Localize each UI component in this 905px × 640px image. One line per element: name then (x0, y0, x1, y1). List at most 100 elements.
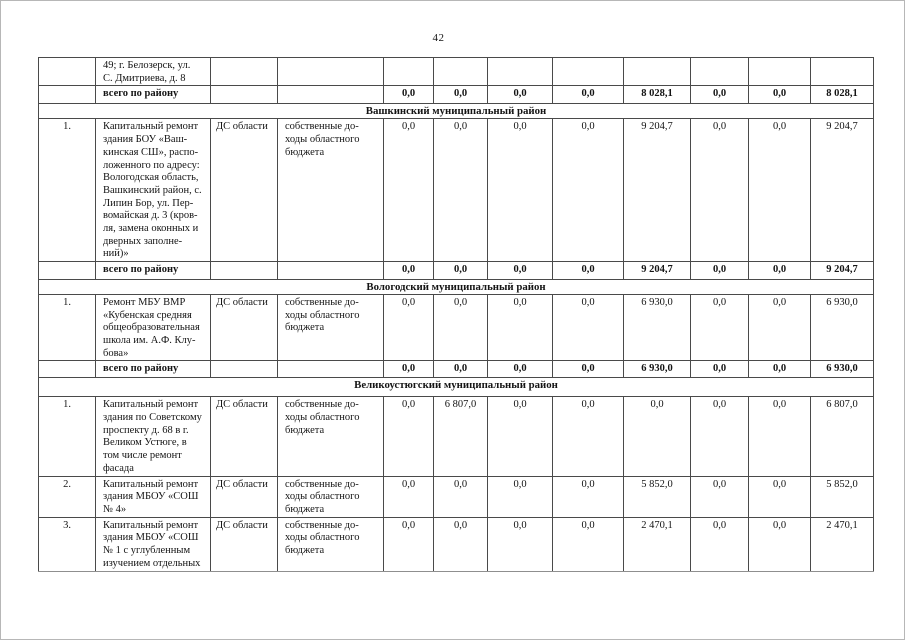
empty-cell (210, 360, 278, 379)
value-cell: 0,0 (487, 396, 553, 477)
value-cell: 0,0 (433, 516, 488, 572)
funding-source-text: собственные до- ходы областного бюджета (285, 399, 360, 436)
empty-cell (277, 261, 384, 281)
table-row-district-total: всего по району 0,0 0,0 0,0 0,0 9 204,7 … (38, 261, 874, 281)
department-cell: ДС области (210, 396, 278, 477)
empty-cell (210, 261, 278, 281)
section-title: Вашкинский муниципальный район (38, 103, 874, 120)
funding-source-cell: собственные до- ходы областного бюджета (277, 293, 384, 362)
value-cell: 0,0 (383, 396, 434, 477)
department-cell: ДС области (210, 475, 278, 518)
value-cell: 5 852,0 (810, 475, 874, 518)
description-text: Капитальный ремонт здания МБОУ «СОШ № 1 … (103, 519, 201, 569)
value-cell: 0,0 (433, 293, 488, 362)
page-number: 42 (432, 32, 445, 44)
carryover-address-text: 49; г. Белозерск, ул. С. Дмитриева, д. 8 (103, 60, 191, 84)
value-cell: 0,0 (690, 118, 749, 263)
value-cell: 0,0 (383, 118, 434, 263)
section-header-vashkinsky: Вашкинский муниципальный район (38, 103, 874, 120)
funding-source-cell: собственные до- ходы областного бюджета (277, 475, 384, 518)
funding-source-text: собственные до- ходы областного бюджета (285, 121, 360, 158)
value-cell: 0,0 (623, 396, 691, 477)
value-cell: 0,0 (748, 475, 811, 518)
description-text: Капитальный ремонт здания по Советскому … (103, 399, 202, 474)
table-body: 49; г. Белозерск, ул. С. Дмитриева, д. 8… (38, 56, 874, 572)
value-cell: 0,0 (487, 475, 553, 518)
table-row-item: 2. Капитальный ремонт здания МБОУ «СОШ №… (38, 475, 874, 518)
item-number-cell: 1. (38, 396, 96, 477)
value-cell: 0,0 (748, 396, 811, 477)
empty-cell (277, 360, 384, 379)
value-cell: 0,0 (748, 360, 811, 379)
empty-cell (277, 85, 384, 105)
value-cell: 0,0 (690, 261, 749, 281)
empty-cell (433, 56, 488, 87)
funding-source-cell: собственные до- ходы областного бюджета (277, 516, 384, 572)
funding-source-cell: собственные до- ходы областного бюджета (277, 396, 384, 477)
empty-cell (277, 56, 384, 87)
empty-cell (690, 56, 749, 87)
empty-cell (487, 56, 553, 87)
value-cell: 0,0 (552, 396, 624, 477)
value-cell: 0,0 (552, 261, 624, 281)
description-cell: Ремонт МБУ ВМР «Кубенская средняя общеоб… (95, 293, 211, 362)
value-cell: 0,0 (690, 516, 749, 572)
item-number-cell: 1. (38, 293, 96, 362)
empty-cell (210, 85, 278, 105)
item-number-cell: 2. (38, 475, 96, 518)
value-cell: 6 807,0 (433, 396, 488, 477)
description-cell: Капитальный ремонт здания БОУ «Ваш- кинс… (95, 118, 211, 263)
section-header-vologodsky: Вологодский муниципальный район (38, 279, 874, 295)
section-title: Великоустюгский муниципальный район (38, 377, 874, 398)
value-cell: 0,0 (383, 293, 434, 362)
value-cell: 8 028,1 (810, 85, 874, 105)
table-row-item: 1. Капитальный ремонт здания БОУ «Ваш- к… (38, 118, 874, 263)
value-cell: 6 930,0 (623, 360, 691, 379)
value-cell: 9 204,7 (810, 118, 874, 263)
value-cell: 2 470,1 (623, 516, 691, 572)
value-cell: 0,0 (487, 360, 553, 379)
table-row-item: 1. Капитальный ремонт здания по Советско… (38, 396, 874, 477)
empty-cell (210, 56, 278, 87)
value-cell: 0,0 (690, 475, 749, 518)
value-cell: 0,0 (487, 261, 553, 281)
table-row-district-total: всего по району 0,0 0,0 0,0 0,0 8 028,1 … (38, 85, 874, 105)
empty-cell (623, 56, 691, 87)
value-cell: 9 204,7 (810, 261, 874, 281)
funding-source-text: собственные до- ходы областного бюджета (285, 296, 360, 334)
empty-cell (552, 56, 624, 87)
value-cell: 0,0 (383, 360, 434, 379)
total-label-cell: всего по району (95, 360, 211, 379)
value-cell: 0,0 (748, 85, 811, 105)
value-cell: 0,0 (552, 516, 624, 572)
value-cell: 2 470,1 (810, 516, 874, 572)
value-cell: 0,0 (690, 360, 749, 379)
funding-source-cell: собственные до- ходы областного бюджета (277, 118, 384, 263)
description-text: Ремонт МБУ ВМР «Кубенская средняя общеоб… (103, 296, 200, 359)
empty-cell (38, 261, 96, 281)
item-number-cell: 3. (38, 516, 96, 572)
value-cell: 0,0 (487, 85, 553, 105)
empty-cell (810, 56, 874, 87)
description-cell: Капитальный ремонт здания по Советскому … (95, 396, 211, 477)
value-cell: 0,0 (383, 475, 434, 518)
value-cell: 9 204,7 (623, 118, 691, 263)
value-cell: 0,0 (690, 396, 749, 477)
department-cell: ДС области (210, 516, 278, 572)
funding-source-text: собственные до- ходы областного бюджета (285, 478, 360, 515)
value-cell: 0,0 (552, 475, 624, 518)
table-row-item: 1. Ремонт МБУ ВМР «Кубенская средняя общ… (38, 293, 874, 362)
section-title: Вологодский муниципальный район (38, 279, 874, 295)
funding-source-text: собственные до- ходы областного бюджета (285, 519, 360, 557)
description-cell: Капитальный ремонт здания МБОУ «СОШ № 4» (95, 475, 211, 518)
value-cell: 0,0 (383, 85, 434, 105)
table-row-item: 3. Капитальный ремонт здания МБОУ «СОШ №… (38, 516, 874, 572)
value-cell: 0,0 (383, 516, 434, 572)
empty-cell (383, 56, 434, 87)
department-cell: ДС области (210, 118, 278, 263)
department-cell: ДС области (210, 293, 278, 362)
value-cell: 6 930,0 (623, 293, 691, 362)
empty-cell (38, 56, 96, 87)
value-cell: 0,0 (383, 261, 434, 281)
